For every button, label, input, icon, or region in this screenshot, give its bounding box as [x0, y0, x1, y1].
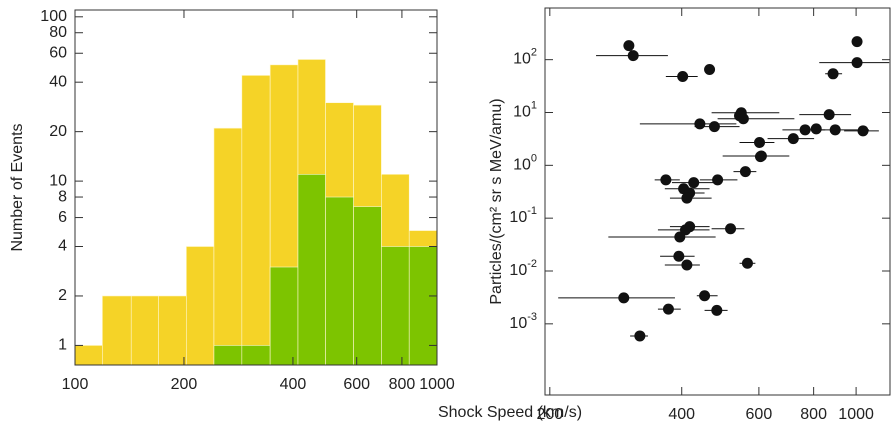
y-tick-label: 10-1 — [509, 205, 537, 226]
x-tick-label: 800 — [389, 376, 416, 393]
y-axis-label: Particles/(cm² sr s MeV/amu) — [488, 98, 505, 304]
y-tick-label: 1 — [58, 337, 67, 354]
data-point — [787, 133, 799, 145]
data-point — [741, 257, 753, 269]
x-tick-label: 200 — [171, 376, 198, 393]
histogram-bar — [213, 127, 243, 366]
y-tick-exponent: 0 — [531, 152, 537, 164]
data-point — [694, 118, 706, 130]
data-point — [737, 113, 749, 125]
x-axis-label: Shock Speed (km/s) — [438, 404, 582, 421]
data-point — [851, 57, 863, 69]
y-tick-label: 10-3 — [509, 311, 537, 332]
data-point — [681, 192, 693, 204]
plot-frame — [544, 7, 891, 396]
y-tick-base: 10 — [513, 104, 531, 121]
x-tick-label: 800 — [800, 406, 827, 423]
data-point — [699, 290, 711, 302]
data-point — [857, 125, 869, 137]
data-point — [829, 124, 841, 136]
x-tick-label: 600 — [746, 406, 773, 423]
y-tick-label: 40 — [49, 73, 67, 90]
histogram-bar — [186, 246, 215, 366]
data-point — [677, 71, 689, 83]
y-tick-label: 20 — [49, 123, 67, 140]
histogram-bar — [269, 266, 299, 366]
histogram-bar — [130, 295, 159, 366]
data-point — [634, 330, 646, 342]
histogram-bar — [213, 345, 243, 366]
data-point — [688, 177, 700, 189]
histogram-bar — [325, 196, 354, 366]
histogram-bar — [353, 206, 382, 366]
histogram-bar — [241, 345, 271, 366]
y-tick-exponent: -3 — [527, 311, 537, 323]
data-point — [673, 250, 685, 262]
y-tick-label: 100 — [40, 8, 67, 25]
data-point — [711, 304, 723, 316]
y-tick-base: 10 — [513, 51, 531, 68]
x-tick-label: 200 — [536, 406, 563, 423]
y-tick-label: 60 — [49, 44, 67, 61]
y-tick-label: 4 — [58, 238, 67, 255]
data-point — [754, 151, 766, 163]
x-tick-label: 600 — [343, 376, 370, 393]
data-point — [823, 109, 835, 121]
y-tick-label: 10-2 — [509, 258, 537, 279]
data-point — [799, 124, 811, 136]
data-point — [851, 36, 863, 48]
histogram-bar — [381, 246, 410, 366]
histogram-bar — [74, 345, 103, 366]
x-tick-label: 400 — [668, 406, 695, 423]
data-point — [660, 174, 672, 186]
x-tick-label: 1000 — [419, 376, 455, 393]
data-point — [618, 292, 630, 304]
histogram-bar — [297, 174, 326, 366]
x-tick-label: 100 — [62, 376, 89, 393]
plot-frame — [74, 9, 438, 366]
y-tick-label: 100 — [513, 152, 537, 173]
data-point — [754, 137, 766, 149]
y-tick-base: 10 — [513, 157, 531, 174]
y-tick-exponent: 2 — [531, 47, 537, 59]
y-tick-exponent: -2 — [527, 258, 537, 270]
y-tick-label: 101 — [513, 99, 537, 120]
data-point — [827, 68, 839, 80]
y-axis-label: Number of Events — [9, 123, 26, 251]
data-point — [725, 223, 737, 235]
y-tick-label: 10 — [49, 172, 67, 189]
histogram-bar — [158, 295, 187, 366]
y-tick-label: 2 — [58, 287, 67, 304]
y-tick-label: 8 — [58, 188, 67, 205]
y-tick-base: 10 — [509, 262, 527, 279]
data-point — [623, 40, 635, 52]
histogram-bar — [102, 295, 132, 366]
data-point — [739, 166, 751, 178]
data-point — [662, 303, 674, 315]
data-point — [681, 259, 693, 271]
y-tick-label: 80 — [49, 24, 67, 41]
x-tick-label: 1000 — [838, 406, 874, 423]
data-point — [712, 174, 724, 186]
y-tick-exponent: -1 — [527, 205, 537, 217]
data-point — [627, 50, 639, 62]
data-point — [708, 121, 720, 133]
y-tick-base: 10 — [509, 209, 527, 226]
histogram-bar — [241, 75, 271, 366]
data-point — [810, 123, 822, 135]
y-tick-exponent: 1 — [531, 99, 537, 111]
data-point — [704, 64, 716, 76]
y-tick-label: 6 — [58, 209, 67, 226]
histogram-bar — [408, 246, 438, 366]
x-tick-label: 400 — [280, 376, 307, 393]
y-tick-base: 10 — [509, 315, 527, 332]
data-point — [674, 231, 686, 243]
y-tick-label: 102 — [513, 47, 537, 68]
